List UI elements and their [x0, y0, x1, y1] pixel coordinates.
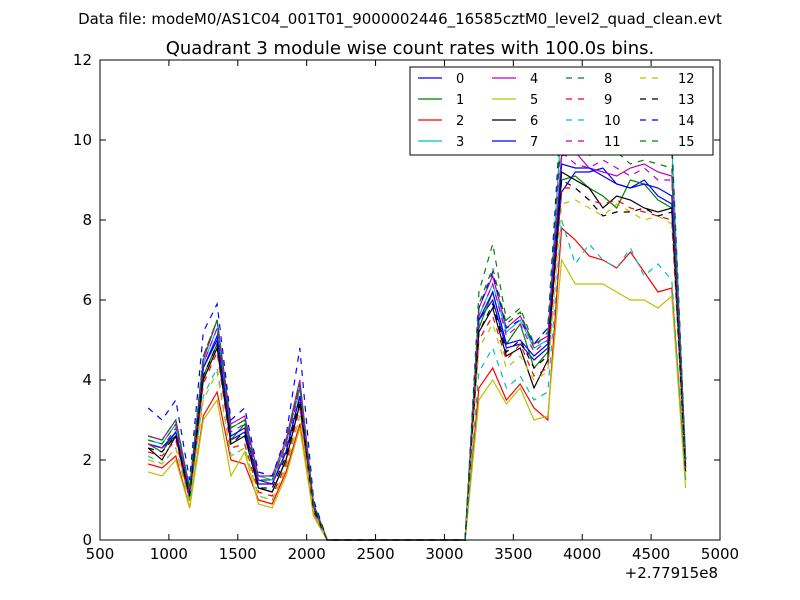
y-tick-label: 4 — [82, 371, 92, 389]
x-tick-label: 1000 — [150, 545, 188, 563]
x-tick-label: 3500 — [494, 545, 532, 563]
figure-supertitle: Data file: modeM0/AS1C04_001T01_90000024… — [78, 10, 722, 29]
legend-label-4: 4 — [530, 72, 538, 87]
legend-label-10: 10 — [604, 114, 621, 129]
legend-label-12: 12 — [678, 72, 695, 87]
x-tick-label: 2500 — [356, 545, 394, 563]
x-tick-label: 3000 — [425, 545, 463, 563]
legend-label-1: 1 — [456, 93, 464, 108]
legend-label-8: 8 — [604, 72, 612, 87]
y-tick-label: 10 — [73, 131, 92, 149]
y-tick-label: 8 — [82, 211, 92, 229]
x-tick-label: 5000 — [701, 545, 739, 563]
legend-label-7: 7 — [530, 135, 538, 150]
x-tick-label: 2000 — [288, 545, 326, 563]
legend-label-6: 6 — [530, 114, 538, 129]
y-tick-label: 2 — [82, 451, 92, 469]
legend-label-2: 2 — [456, 114, 464, 129]
y-tick-label: 6 — [82, 291, 92, 309]
legend-label-9: 9 — [604, 93, 612, 108]
series-line-9 — [148, 187, 687, 541]
legend-label-13: 13 — [678, 93, 695, 108]
x-axis: 500 1000 1500 2000 2500 3000 3500 4000 4500 5000 — [86, 60, 739, 563]
x-tick-label: 500 — [86, 545, 115, 563]
x-tick-label: 1500 — [219, 545, 257, 563]
legend-label-0: 0 — [456, 72, 464, 87]
legend-frame — [409, 66, 714, 156]
legend-label-15: 15 — [678, 135, 695, 150]
legend-label-3: 3 — [456, 135, 464, 150]
y-tick-label: 0 — [82, 531, 92, 549]
x-axis-offset-label: +2.77915e8 — [625, 564, 718, 582]
x-tick-label: 4500 — [632, 545, 670, 563]
chart-title: Quadrant 3 module wise count rates with … — [166, 38, 655, 59]
legend-label-14: 14 — [678, 114, 695, 129]
legend-label-11: 11 — [604, 135, 621, 150]
y-tick-label: 12 — [73, 51, 92, 69]
legend-label-5: 5 — [530, 93, 538, 108]
x-tick-label: 4000 — [563, 545, 601, 563]
series-line-10 — [147, 219, 687, 541]
